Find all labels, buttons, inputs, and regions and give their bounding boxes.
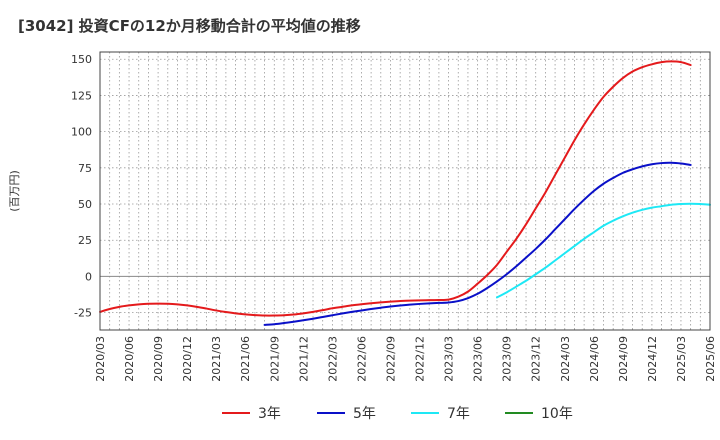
y-tick-label: 100 xyxy=(71,126,92,139)
x-tick-label: 2025/06 xyxy=(704,336,717,382)
legend-label: 5年 xyxy=(353,406,376,422)
y-tick-label: 125 xyxy=(71,89,92,102)
x-tick-label: 2023/06 xyxy=(472,336,485,382)
y-axis-label: (百万円) xyxy=(8,170,21,212)
series-line-3年 xyxy=(99,60,692,317)
x-tick-label: 2025/03 xyxy=(675,336,688,382)
x-tick-label: 2020/09 xyxy=(152,336,165,382)
y-tick-label: 25 xyxy=(78,234,92,247)
tick-labels: 150 125 100 75 50 25 0 -25 2020/03 2020/06 2020/09… xyxy=(71,53,717,381)
x-tick-label: 2023/09 xyxy=(501,336,514,382)
x-tick-label: 2024/12 xyxy=(646,336,659,382)
series-line-5年 xyxy=(263,161,692,326)
x-tick-label: 2021/03 xyxy=(210,336,223,382)
legend-label: 3年 xyxy=(258,406,281,422)
x-tick-label: 2024/03 xyxy=(559,336,572,382)
x-tick-label: 2020/12 xyxy=(181,336,194,382)
x-tick-label: 2022/03 xyxy=(326,336,339,382)
legend: 3年 5年 7年 10年 xyxy=(222,406,573,422)
x-tick-label: 2023/03 xyxy=(443,336,456,382)
plot-frame xyxy=(99,51,711,331)
series-line-7年 xyxy=(495,202,711,299)
axes xyxy=(99,51,711,331)
y-tick-label: 150 xyxy=(71,53,92,66)
x-tick-label: 2021/09 xyxy=(268,336,281,382)
legend-label: 10年 xyxy=(541,406,573,422)
x-tick-label: 2022/06 xyxy=(355,336,368,382)
x-tick-label: 2024/06 xyxy=(588,336,601,382)
y-tick-label: 0 xyxy=(85,270,92,283)
series-lines xyxy=(99,60,711,326)
x-tick-label: 2020/06 xyxy=(123,336,136,382)
y-tick-label: 50 xyxy=(78,198,92,211)
x-tick-label: 2024/09 xyxy=(617,336,630,382)
x-tick-label: 2022/09 xyxy=(384,336,397,382)
grid xyxy=(99,52,711,330)
x-tick-label: 2023/12 xyxy=(530,336,543,382)
chart-title: [3042] 投資CFの12か月移動合計の平均値の推移 xyxy=(18,17,361,35)
x-tick-label: 2020/03 xyxy=(94,336,107,382)
y-tick-label: -25 xyxy=(74,307,92,320)
x-tick-label: 2022/12 xyxy=(414,336,427,382)
legend-label: 7年 xyxy=(447,406,470,422)
x-tick-label: 2021/06 xyxy=(239,336,252,382)
y-tick-label: 75 xyxy=(78,162,92,175)
plot-area xyxy=(100,52,710,330)
x-tick-label: 2021/12 xyxy=(297,336,310,382)
